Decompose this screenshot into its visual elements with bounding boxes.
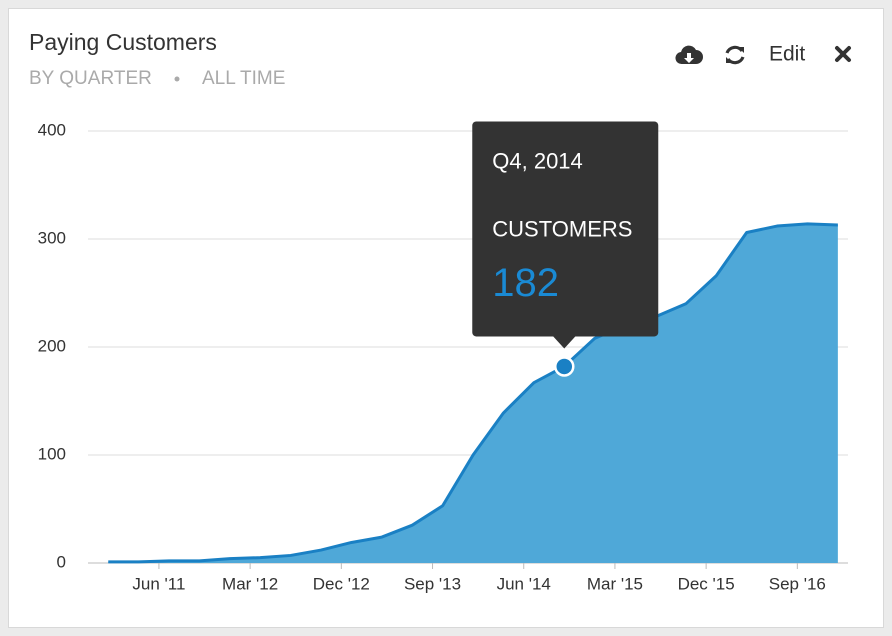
- y-tick-label: 0: [57, 552, 66, 571]
- refresh-icon[interactable]: [725, 45, 745, 65]
- tooltip-series-label: CUSTOMERS: [492, 216, 632, 241]
- subtitle: ALL TIME: [202, 68, 285, 89]
- edit-button[interactable]: Edit: [769, 43, 805, 66]
- tooltip-value: 182: [492, 261, 559, 305]
- y-tick-label: 200: [38, 336, 66, 355]
- chart-title: Paying Customers: [29, 29, 217, 55]
- x-tick-label: Jun '14: [497, 574, 551, 593]
- hover-point: [554, 356, 575, 377]
- close-icon[interactable]: [835, 46, 851, 62]
- tooltip-pointer: [553, 336, 576, 349]
- x-tick-label: Dec '15: [678, 574, 735, 593]
- download-icon[interactable]: [675, 45, 703, 65]
- x-tick-label: Mar '15: [587, 574, 643, 593]
- x-tick-label: Sep '16: [769, 574, 826, 593]
- area: [108, 223, 838, 563]
- y-tick-label: 300: [38, 228, 66, 247]
- y-tick-label: 100: [38, 444, 66, 463]
- x-tick-label: Jun '11: [132, 574, 185, 593]
- x-tick-label: Dec '12: [313, 574, 370, 593]
- tooltip-period: Q4, 2014: [492, 148, 583, 173]
- tooltip: Q4, 2014 CUSTOMERS 182: [472, 121, 659, 349]
- line: [108, 222, 838, 564]
- y-tick-label: 400: [38, 120, 66, 139]
- tooltip-box: [472, 121, 659, 337]
- separator-dot: [174, 76, 180, 82]
- x-tick-label: Sep '13: [404, 574, 461, 593]
- x-tick-label: Mar '12: [222, 574, 278, 593]
- subtitle: BY QUARTER: [29, 68, 152, 89]
